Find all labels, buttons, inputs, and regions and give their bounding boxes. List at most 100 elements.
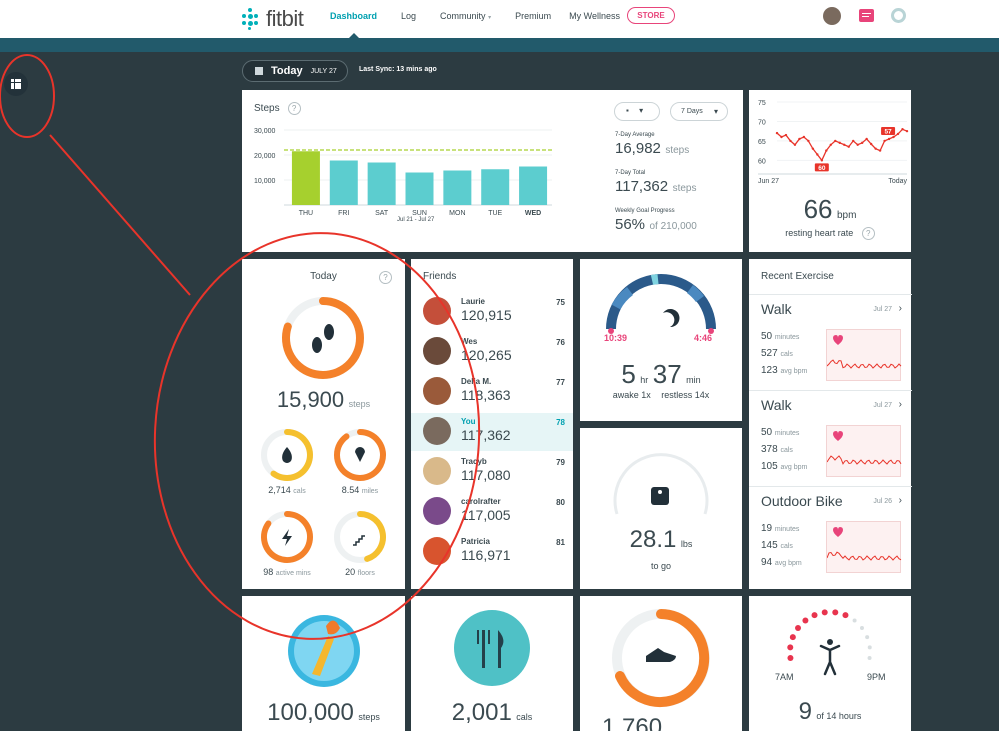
location-pin-icon — [355, 447, 365, 462]
heart-rate-point — [878, 149, 882, 152]
friend-steps: 117,362 — [461, 427, 511, 443]
friend-row[interactable]: Tracyb 117,080 79 — [411, 453, 573, 491]
person-icon — [827, 639, 833, 645]
flame-icon — [282, 447, 292, 463]
hour-dot — [795, 624, 802, 631]
exercise-bpm: 105 — [761, 461, 778, 472]
friend-row[interactable]: You 117,362 78 — [411, 413, 573, 451]
date-value: JULY 27 — [310, 67, 337, 75]
friend-avatar — [423, 457, 451, 485]
friend-name: Patricia — [461, 537, 490, 546]
apps-grid-button[interactable] — [4, 72, 28, 96]
friend-row[interactable]: carolrafter 117,005 80 — [411, 493, 573, 531]
friend-rank: 77 — [556, 378, 565, 387]
store-button[interactable]: STORE — [627, 7, 675, 24]
gear-icon[interactable] — [891, 8, 906, 23]
date-selector[interactable]: Today JULY 27 — [242, 60, 348, 82]
y-tick-label: 10,000 — [254, 178, 276, 185]
recent-exercise-card[interactable]: Recent Exercise Walk Jul 27 › 50 minutes 527… — [749, 259, 912, 589]
food-card[interactable]: 2,001 cals — [411, 596, 573, 731]
exercise-name: Walk — [761, 301, 792, 317]
heart-rate-point — [825, 149, 828, 152]
heart-rate-point — [784, 133, 788, 137]
help-icon[interactable]: ? — [287, 102, 301, 115]
sleep-card[interactable]: 10:39 4:46 5 hr 37 min awake 1x restless… — [580, 259, 742, 421]
heart-rate-point — [905, 129, 909, 133]
friend-row[interactable]: Delia M. 118,363 77 — [411, 373, 573, 411]
friend-steps: 117,005 — [461, 507, 511, 523]
exercise-bpm-line: 123 avg bpm — [761, 363, 807, 380]
exercise-minutes-line: 50 minutes — [761, 329, 807, 346]
logo-text: fitbit — [266, 6, 304, 31]
badge-unit: steps — [358, 712, 380, 722]
scale-icon — [651, 487, 669, 505]
heart-rate-point — [834, 139, 837, 143]
chevron-down-icon: ▾ — [639, 106, 644, 115]
exercise-heart-line — [826, 455, 902, 465]
exercise-item[interactable]: Outdoor Bike Jul 26 › 19 minutes 145 cals 94 … — [749, 486, 912, 582]
chart-type-toggle[interactable]: ▪ ▾ — [614, 102, 660, 121]
y-tick-label: 20,000 — [254, 153, 276, 160]
friend-name: You — [461, 417, 476, 426]
nav-log[interactable]: Log — [401, 11, 417, 21]
exercise-name: Outdoor Bike — [761, 493, 843, 509]
fitbit-logo[interactable]: fitbit — [240, 6, 304, 32]
heart-rate-point — [852, 139, 855, 143]
friend-row[interactable]: Laurie 120,915 75 — [411, 293, 573, 331]
goal-label: Weekly Goal Progress — [615, 208, 675, 214]
heart-rate-point — [780, 135, 783, 139]
hourly-start: 7AM — [775, 672, 794, 682]
total-unit: steps — [672, 183, 697, 194]
steps-chart-card[interactable]: Steps ? 30,000 20,000 10,000 THU FRI SAT SUN MO… — [242, 90, 743, 252]
total-value: 117,362 — [615, 178, 669, 195]
hour-dot — [867, 645, 872, 650]
message-icon[interactable] — [859, 9, 874, 22]
sleep-min-unit: min — [686, 375, 701, 385]
y-tick-label: 70 — [758, 119, 766, 126]
cals-unit: cals — [780, 543, 793, 550]
goal-of: of 210,000 — [649, 221, 697, 232]
exercise-item[interactable]: Walk Jul 27 › 50 minutes 378 cals 105 avg bpm — [749, 390, 912, 486]
weight-ring — [613, 453, 709, 515]
total-label: 7-Day Total — [615, 170, 646, 176]
exercise-cals: 378 — [761, 444, 778, 455]
hour-dot — [859, 625, 864, 630]
heart-rate-point — [883, 139, 886, 143]
heart-icon — [833, 527, 843, 537]
exercise-sparkline — [826, 335, 902, 369]
cals-unit: cals — [780, 351, 793, 358]
weight-unit: lbs — [680, 539, 693, 549]
steps-bar-chart: 30,000 20,000 10,000 THU FRI SAT SUN MON TUE WED — [254, 128, 552, 217]
calendar-icon — [255, 67, 263, 75]
nav-community[interactable]: Community ▾ — [440, 0, 491, 38]
shoe-card[interactable]: 1,760 — [580, 596, 742, 731]
today-card[interactable]: Today ? 15,900 steps 2,714 cals 8.54 mil… — [242, 259, 405, 589]
friends-card[interactable]: Friends Laurie 120,915 75 Wes 120,265 76 Delia… — [411, 259, 573, 589]
nav-dashboard[interactable]: Dashboard — [330, 0, 377, 38]
help-icon[interactable]: ? — [861, 227, 875, 240]
bar-tue — [481, 169, 510, 205]
weight-card[interactable]: 28.1 lbs to go — [580, 428, 742, 589]
range-selector[interactable]: 7 Days ▾ — [670, 102, 728, 121]
hourly-activity-card[interactable]: 7AM 9PM 9 of 14 hours — [749, 596, 911, 731]
nav-my-wellness[interactable]: My Wellness — [569, 11, 620, 21]
badge-card[interactable]: 100,000 steps — [242, 596, 405, 731]
shoe-icon — [646, 648, 676, 662]
low-badge — [814, 163, 829, 172]
hour-dot — [865, 635, 870, 640]
minutes-unit: minutes — [774, 526, 800, 533]
x-tick-label: FRI — [338, 210, 349, 217]
annotation-circle-small — [0, 54, 55, 138]
nav-premium[interactable]: Premium — [515, 11, 552, 21]
exercise-minutes: 50 — [761, 331, 773, 342]
low-badge-label: 60 — [818, 165, 826, 172]
last-sync-text: Last Sync: 13 mins ago — [359, 66, 437, 73]
friend-row[interactable]: Patricia 116,971 81 — [411, 533, 573, 571]
friend-name: carolrafter — [461, 497, 501, 506]
avatar[interactable] — [823, 7, 841, 25]
heart-rate-card[interactable]: 75 70 65 60 60 57 Jun 27 Today 66 bpm resting h… — [749, 90, 911, 252]
x-tick-label: WED — [525, 210, 541, 217]
friend-row[interactable]: Wes 120,265 76 — [411, 333, 573, 371]
exercise-item[interactable]: Walk Jul 27 › 50 minutes 527 cals 123 avg bpm — [749, 294, 912, 390]
sleep-end: 4:46 — [694, 333, 713, 343]
